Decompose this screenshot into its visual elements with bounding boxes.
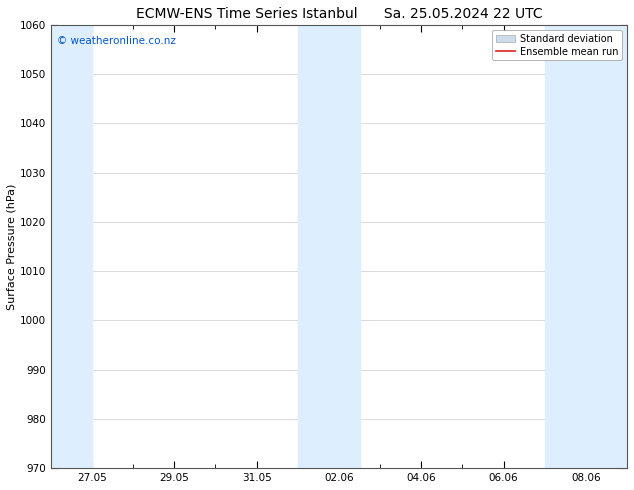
Title: ECMW-ENS Time Series Istanbul      Sa. 25.05.2024 22 UTC: ECMW-ENS Time Series Istanbul Sa. 25.05.… [136,7,542,21]
Legend: Standard deviation, Ensemble mean run: Standard deviation, Ensemble mean run [491,30,622,60]
Bar [545,25,586,468]
Bar [339,25,359,468]
Bar [51,25,92,468]
Y-axis label: Surface Pressure (hPa): Surface Pressure (hPa) [7,183,17,310]
Text: © weatheronline.co.nz: © weatheronline.co.nz [56,36,176,46]
Bar [586,25,627,468]
Bar [298,25,339,468]
